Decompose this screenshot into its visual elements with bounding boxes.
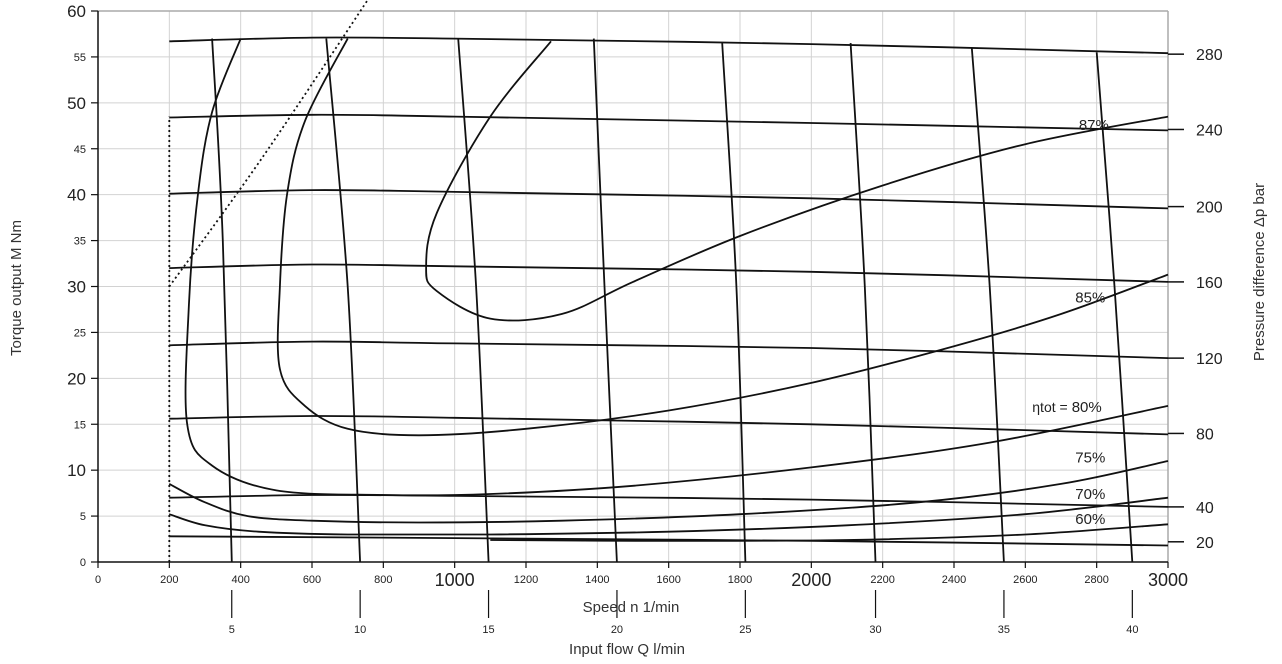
y-tick-label: 50	[67, 94, 86, 113]
x-tick-label: 1400	[585, 574, 609, 586]
flow-tick-label: 30	[869, 624, 881, 636]
flow-tick-label: 40	[1126, 624, 1138, 636]
efficiency-label: 85%	[1075, 290, 1105, 307]
x-tick-label: 600	[303, 574, 321, 586]
flow-line	[325, 38, 361, 563]
efficiency-curve	[490, 523, 1169, 542]
x-tick-label: 2800	[1084, 574, 1108, 586]
efficiency-curve	[168, 460, 1169, 524]
y-tick-label: 25	[74, 327, 86, 339]
flow-line	[721, 43, 747, 563]
pressure-line	[169, 415, 1169, 436]
efficiency-label: 80%	[1072, 399, 1102, 416]
x-tick-label: 2400	[942, 574, 966, 586]
flow-line	[211, 38, 233, 563]
x-flow-title: Input flow Q l/min	[569, 641, 685, 658]
x-tick-label: 400	[231, 574, 249, 586]
y-tick-label: 0	[80, 557, 86, 569]
pressure-line	[169, 189, 1169, 210]
flow-tick-label: 5	[229, 624, 235, 636]
x-tick-label: 1600	[656, 574, 680, 586]
efficiency-label: 87%	[1079, 117, 1109, 134]
x-tick-label: 2000	[791, 570, 831, 590]
pressure-tick-label: 120	[1196, 351, 1223, 368]
efficiency-curve	[276, 38, 1169, 437]
y-tick-label: 55	[74, 52, 86, 64]
flow-tick-label: 25	[739, 624, 751, 636]
y-tick-label: 60	[67, 2, 86, 21]
flow-line	[457, 38, 490, 563]
x-tick-label: 1200	[514, 574, 538, 586]
y-tick-label: 45	[74, 144, 86, 156]
efficiency-label: 70%	[1075, 486, 1105, 503]
efficiency-label: 60%	[1075, 511, 1105, 528]
x-tick-label: 3000	[1148, 570, 1188, 590]
y-tick-label: 15	[74, 419, 86, 431]
x-tick-label: 1000	[435, 570, 475, 590]
x-tick-label: 200	[160, 574, 178, 586]
flow-tick-label: 15	[482, 624, 494, 636]
pressure-line	[169, 263, 1169, 283]
pressure-line	[169, 535, 1169, 547]
efficiency-curve	[169, 496, 1169, 536]
y-tick-label: 40	[67, 186, 86, 205]
efficiency-label: 75%	[1075, 449, 1105, 466]
x-tick-label: 1800	[728, 574, 752, 586]
y-tick-label: 35	[74, 236, 86, 248]
pressure-tick-label: 20	[1196, 535, 1214, 552]
pressure-tick-label: 280	[1196, 47, 1223, 64]
flow-line	[592, 38, 618, 563]
pressure-tick-label: 160	[1196, 275, 1223, 292]
y-right-title: Pressure difference Δp bar	[1251, 183, 1268, 361]
x-tick-label: 2200	[870, 574, 894, 586]
pressure-line	[169, 113, 1169, 132]
pressure-line	[169, 36, 1169, 55]
y-tick-label: 20	[67, 369, 86, 388]
x-tick-label: 2600	[1013, 574, 1037, 586]
pressure-tick-label: 240	[1196, 122, 1223, 139]
efficiency-curve	[184, 38, 1169, 497]
y-tick-label: 10	[67, 461, 86, 480]
efficiency-prefix-label: ηtot =	[1032, 399, 1067, 415]
pressure-tick-label: 80	[1196, 426, 1214, 443]
x-tick-label: 800	[374, 574, 392, 586]
pressure-tick-label: 200	[1196, 200, 1223, 217]
flow-line	[849, 43, 877, 563]
pressure-line	[169, 340, 1169, 359]
flow-line	[970, 47, 1005, 563]
flow-tick-label: 35	[998, 624, 1010, 636]
flow-line	[1095, 52, 1134, 563]
efficiency-curve	[425, 40, 1169, 322]
limit-line-start-limit	[168, 0, 369, 288]
x-speed-title: Speed n 1/min	[583, 599, 680, 616]
flow-tick-label: 20	[611, 624, 623, 636]
y-tick-label: 30	[67, 278, 86, 297]
pressure-line	[169, 494, 1169, 508]
pressure-tick-label: 40	[1196, 500, 1214, 517]
y-tick-label: 5	[80, 511, 86, 523]
x-tick-label: 0	[95, 574, 101, 586]
flow-tick-label: 10	[354, 624, 366, 636]
y-left-title: Torque output M Nm	[8, 220, 25, 356]
